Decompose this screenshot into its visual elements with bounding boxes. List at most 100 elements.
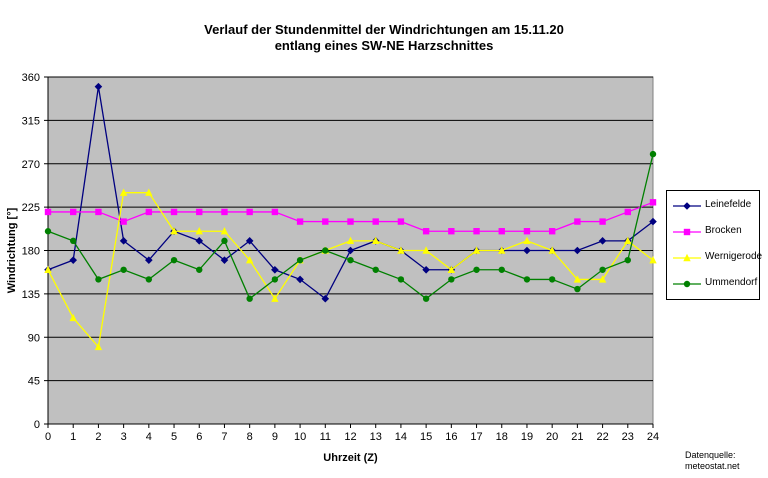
data-point-brocken — [145, 208, 153, 216]
data-point-wernigerode — [372, 236, 380, 245]
data-point-brocken — [599, 218, 606, 225]
data-point-leinefelde — [245, 237, 254, 245]
y-tick-label: 45 — [28, 376, 40, 388]
data-point-leinefelde — [220, 256, 229, 264]
series-layer — [44, 82, 657, 351]
data-point-leinefelde — [195, 237, 204, 245]
data-point-brocken — [322, 218, 329, 225]
y-tick-label: 180 — [22, 246, 40, 258]
x-tick-label: 22 — [596, 431, 608, 443]
data-point-ummendorf — [347, 256, 354, 264]
data-point-ummendorf — [246, 295, 253, 302]
legend-item-wernigerode: Wernigerode — [667, 251, 763, 265]
x-tick-label: 18 — [496, 431, 508, 443]
legend-marker-wernigerode — [683, 253, 691, 262]
data-point-ummendorf — [422, 295, 430, 302]
data-point-brocken — [422, 228, 430, 235]
data-point-ummendorf — [170, 256, 178, 264]
legend: Leinefelde Brocken Wernigerode Ummendorf — [666, 190, 763, 300]
data-point-brocken — [448, 228, 455, 235]
source-label: Datenquelle: — [685, 450, 736, 460]
x-tick-label: 16 — [445, 431, 457, 443]
y-axis-label: Windrichtung [°] — [6, 207, 18, 293]
data-point-leinefelde — [598, 237, 607, 245]
y-tick-label: 270 — [22, 159, 40, 171]
data-point-wernigerode — [649, 255, 657, 264]
legend-swatch-ummendorf — [673, 280, 701, 288]
data-point-brocken — [624, 208, 631, 216]
legend-label-brocken: Brocken — [705, 225, 742, 236]
x-tick-label: 1 — [70, 431, 76, 443]
gridlines — [48, 76, 653, 382]
series-brocken — [44, 199, 657, 235]
y-tick-label: 225 — [22, 202, 40, 214]
legend-label-wernigerode: Wernigerode — [705, 251, 763, 262]
data-point-brocken — [271, 208, 279, 216]
data-point-brocken — [523, 228, 531, 235]
legend-label-ummendorf: Ummendorf — [705, 277, 758, 288]
x-tick-label: 21 — [571, 431, 583, 443]
data-point-leinefelde — [271, 265, 279, 274]
y-tick-label: 135 — [22, 289, 40, 301]
data-point-ummendorf — [271, 276, 279, 283]
data-point-ummendorf — [649, 150, 657, 158]
data-point-wernigerode — [271, 294, 279, 302]
data-point-ummendorf — [196, 266, 203, 273]
x-tick-label: 10 — [294, 431, 306, 443]
data-point-brocken — [170, 208, 178, 216]
data-point-ummendorf — [397, 276, 405, 283]
x-tick-label: 24 — [647, 431, 659, 443]
data-point-wernigerode — [220, 227, 229, 235]
data-point-leinefelde — [69, 256, 78, 264]
data-point-ummendorf — [296, 256, 304, 264]
data-point-wernigerode — [573, 275, 582, 283]
data-point-leinefelde — [321, 294, 330, 303]
legend-swatch-wernigerode — [673, 253, 701, 262]
data-point-brocken — [296, 218, 304, 225]
x-tick-label: 17 — [470, 431, 482, 443]
data-point-ummendorf — [548, 276, 556, 283]
data-point-ummendorf — [372, 266, 379, 273]
data-point-wernigerode — [598, 275, 607, 283]
data-point-brocken — [95, 208, 102, 216]
data-point-ummendorf — [44, 228, 52, 235]
x-axis-label: Uhrzeit (Z) — [323, 452, 378, 464]
data-point-brocken — [397, 218, 405, 225]
data-point-wernigerode — [447, 265, 456, 273]
data-point-ummendorf — [221, 237, 228, 245]
data-point-wernigerode — [523, 236, 531, 245]
data-point-ummendorf — [145, 276, 153, 283]
data-point-brocken — [120, 218, 127, 225]
data-source-note: Datenquelle: meteostat.net — [685, 450, 740, 472]
x-tick-label: 5 — [171, 431, 177, 443]
data-point-brocken — [44, 208, 52, 216]
x-tick-label: 14 — [395, 431, 407, 443]
data-point-ummendorf — [599, 266, 606, 273]
data-point-ummendorf — [95, 276, 102, 283]
legend-item-ummendorf: Ummendorf — [667, 277, 759, 291]
data-point-brocken — [372, 218, 379, 225]
data-point-wernigerode — [498, 246, 506, 254]
legend-marker-brocken — [683, 228, 691, 236]
x-tick-label: 2 — [95, 431, 101, 443]
data-point-wernigerode — [397, 246, 405, 254]
y-tick-label: 315 — [22, 115, 40, 127]
data-point-ummendorf — [523, 276, 531, 283]
data-point-brocken — [548, 228, 556, 235]
data-point-brocken — [246, 208, 253, 216]
data-point-ummendorf — [624, 256, 631, 264]
data-point-wernigerode — [69, 313, 77, 322]
data-point-wernigerode — [195, 227, 203, 235]
data-point-wernigerode — [170, 227, 178, 235]
data-point-leinefelde — [145, 256, 153, 264]
data-point-leinefelde — [649, 217, 657, 226]
data-point-brocken — [347, 218, 354, 225]
data-point-leinefelde — [346, 246, 355, 255]
x-tick-label: 0 — [45, 431, 51, 443]
data-point-wernigerode — [422, 246, 430, 254]
data-point-brocken — [649, 199, 657, 206]
data-point-brocken — [221, 208, 228, 216]
series-ummendorf — [44, 150, 657, 302]
legend-item-brocken: Brocken — [667, 225, 759, 239]
